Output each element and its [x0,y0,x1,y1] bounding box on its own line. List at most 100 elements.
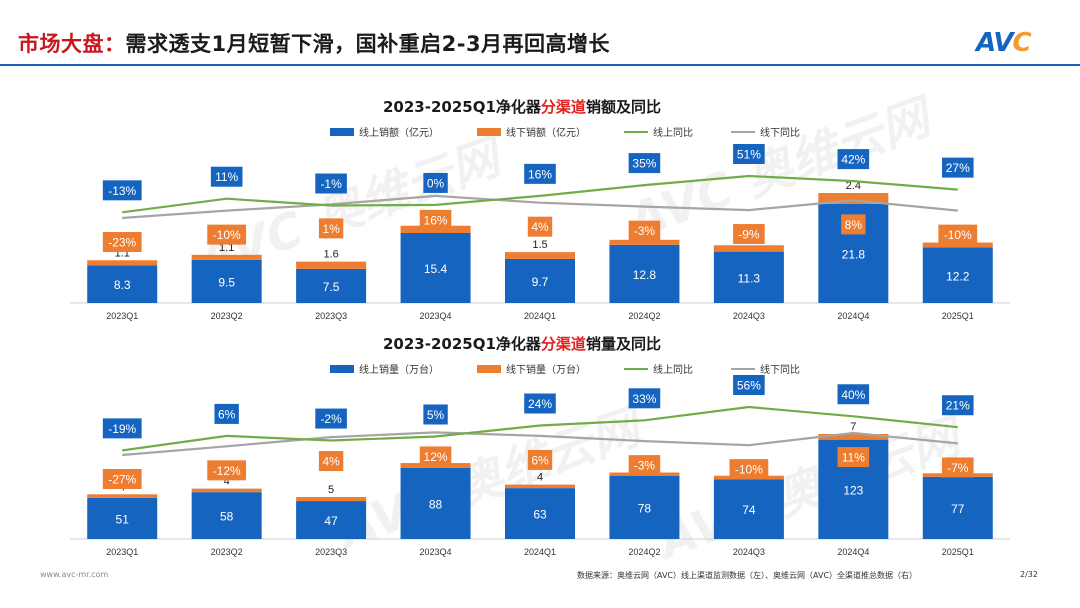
offline-yoy-label: -10% [207,224,247,245]
bar-offline-label: 7 [850,421,856,433]
footer-website: www.avc-mr.com [40,570,109,579]
online-yoy-label: -1% [315,173,347,194]
x-tick-label: 2024Q2 [628,547,660,557]
bar-online [87,265,158,303]
offline-yoy-label: 8% [841,214,866,235]
offline-yoy-label: -3% [628,220,661,241]
online-yoy-label: 40% [837,384,870,405]
offline-yoy-label: -10% [938,224,978,245]
legend-online-yoy: 线上同比 [624,124,693,139]
legend-online-yoy: 线上同比 [624,361,693,376]
bar-online [609,244,680,303]
chart1-title: 2023-2025Q1净化器分渠道销额及同比 [383,98,661,116]
bar-online-label: 123 [843,483,863,497]
svg-text:51%: 51% [737,148,761,162]
svg-text:-7%: -7% [947,461,969,475]
page-title-main: 需求透支1月短暂下滑，国补重启2-3月再回高增长 [125,32,611,56]
bar-online-label: 11.3 [738,271,761,285]
offline-yoy-label: 4% [318,451,344,472]
x-tick-label: 2025Q1 [942,311,974,321]
bar-offline-label: 4 [537,472,543,484]
bar-online [400,233,471,303]
bar-online-label: 51 [116,512,130,526]
svg-text:5%: 5% [427,408,445,422]
bar-offline [818,434,889,440]
bar-offline-label: 5 [328,484,334,496]
svg-text:12%: 12% [424,450,448,464]
legend-online-units: 线上销量（万台） [330,361,439,376]
offline-yoy-label: 4% [527,216,553,237]
online-yoy-label: -19% [102,418,142,439]
bar-online [87,497,158,539]
bar-online [505,258,575,303]
svg-text:11%: 11% [842,451,865,465]
legend-offline-yoy: 线下同比 [731,361,800,376]
online-yoy-label: 51% [733,144,765,164]
online-yoy-label: 24% [524,393,556,414]
svg-text:16%: 16% [424,213,448,227]
x-tick-label: 2024Q3 [733,311,765,321]
svg-text:16%: 16% [528,167,552,181]
bar-online-label: 12.2 [946,269,970,283]
svg-text:27%: 27% [946,161,970,175]
online-yoy-label: 35% [628,153,661,174]
bar-online [922,476,993,539]
bar-offline [296,261,367,269]
header-divider [0,64,1080,66]
chart2-title: 2023-2025Q1净化器分渠道销量及同比 [383,335,661,353]
bar-online-label: 77 [951,502,965,516]
online-yoy-label: 6% [214,403,239,424]
offline-yoy-label: -23% [102,232,142,252]
bar-online-label: 7.5 [323,280,340,294]
bar-online-label: 63 [533,508,547,522]
page-title: 市场大盘：需求透支1月短暂下滑，国补重启2-3月再回高增长 [18,28,610,58]
x-tick-label: 2024Q2 [628,311,660,321]
bar-offline [713,245,784,252]
bar-offline [191,488,262,493]
footer-source: 数据来源：奥维云网（AVC）线上渠道监测数据（左）、奥维云网（AVC）全渠道推总… [577,571,918,580]
svg-text:-10%: -10% [735,463,763,477]
bar-online [505,488,575,539]
bar-online-label: 78 [638,502,652,516]
bar-online-label: 74 [742,503,756,517]
svg-text:-2%: -2% [320,412,342,426]
bar-online-label: 21.8 [842,247,866,261]
online-yoy-label: 42% [837,149,870,170]
svg-text:42%: 42% [841,153,865,167]
svg-text:-9%: -9% [738,228,760,242]
legend-offline-units: 线下销量（万台） [477,361,586,376]
legend-offline-sales: 线下销额（亿元） [477,124,586,139]
offline-yoy-label: 1% [318,218,344,239]
offline-yoy-label: -9% [733,224,765,245]
bar-online [713,479,784,539]
offline-yoy-label: -10% [729,459,769,480]
svg-text:21%: 21% [946,399,970,413]
chart1-legend: 线上销额（亿元） 线下销额（亿元） 线上同比 线下同比 [330,124,800,139]
svg-text:4%: 4% [322,455,340,469]
svg-text:4%: 4% [531,220,549,234]
bar-offline-label: 4 [224,476,230,488]
page-title-prefix: 市场大盘： [18,32,126,56]
bar-offline-label: 1.6 [323,249,338,261]
page-number: 2/32 [1020,570,1038,579]
offline-yoy-label: -27% [102,469,142,489]
x-tick-label: 2023Q2 [211,547,243,557]
svg-text:56%: 56% [737,379,761,393]
bar-offline [87,494,158,498]
online-yoy-label: -13% [102,180,142,201]
svg-text:24%: 24% [528,397,552,411]
bar-online [296,501,367,539]
line-online-yoy [122,405,958,452]
svg-text:8%: 8% [845,218,863,232]
offline-yoy-label: 12% [419,446,452,467]
x-tick-label: 2023Q4 [420,547,452,557]
offline-yoy-label: 16% [419,209,452,230]
x-tick-label: 2025Q1 [942,547,974,557]
bar-offline [505,252,575,259]
bar-online [191,492,262,539]
bar-online-label: 47 [324,514,338,528]
x-tick-label: 2024Q1 [524,311,556,321]
bar-offline-label: 2.4 [846,180,861,192]
online-yoy-label: -2% [315,408,347,429]
x-tick-label: 2023Q2 [211,311,243,321]
